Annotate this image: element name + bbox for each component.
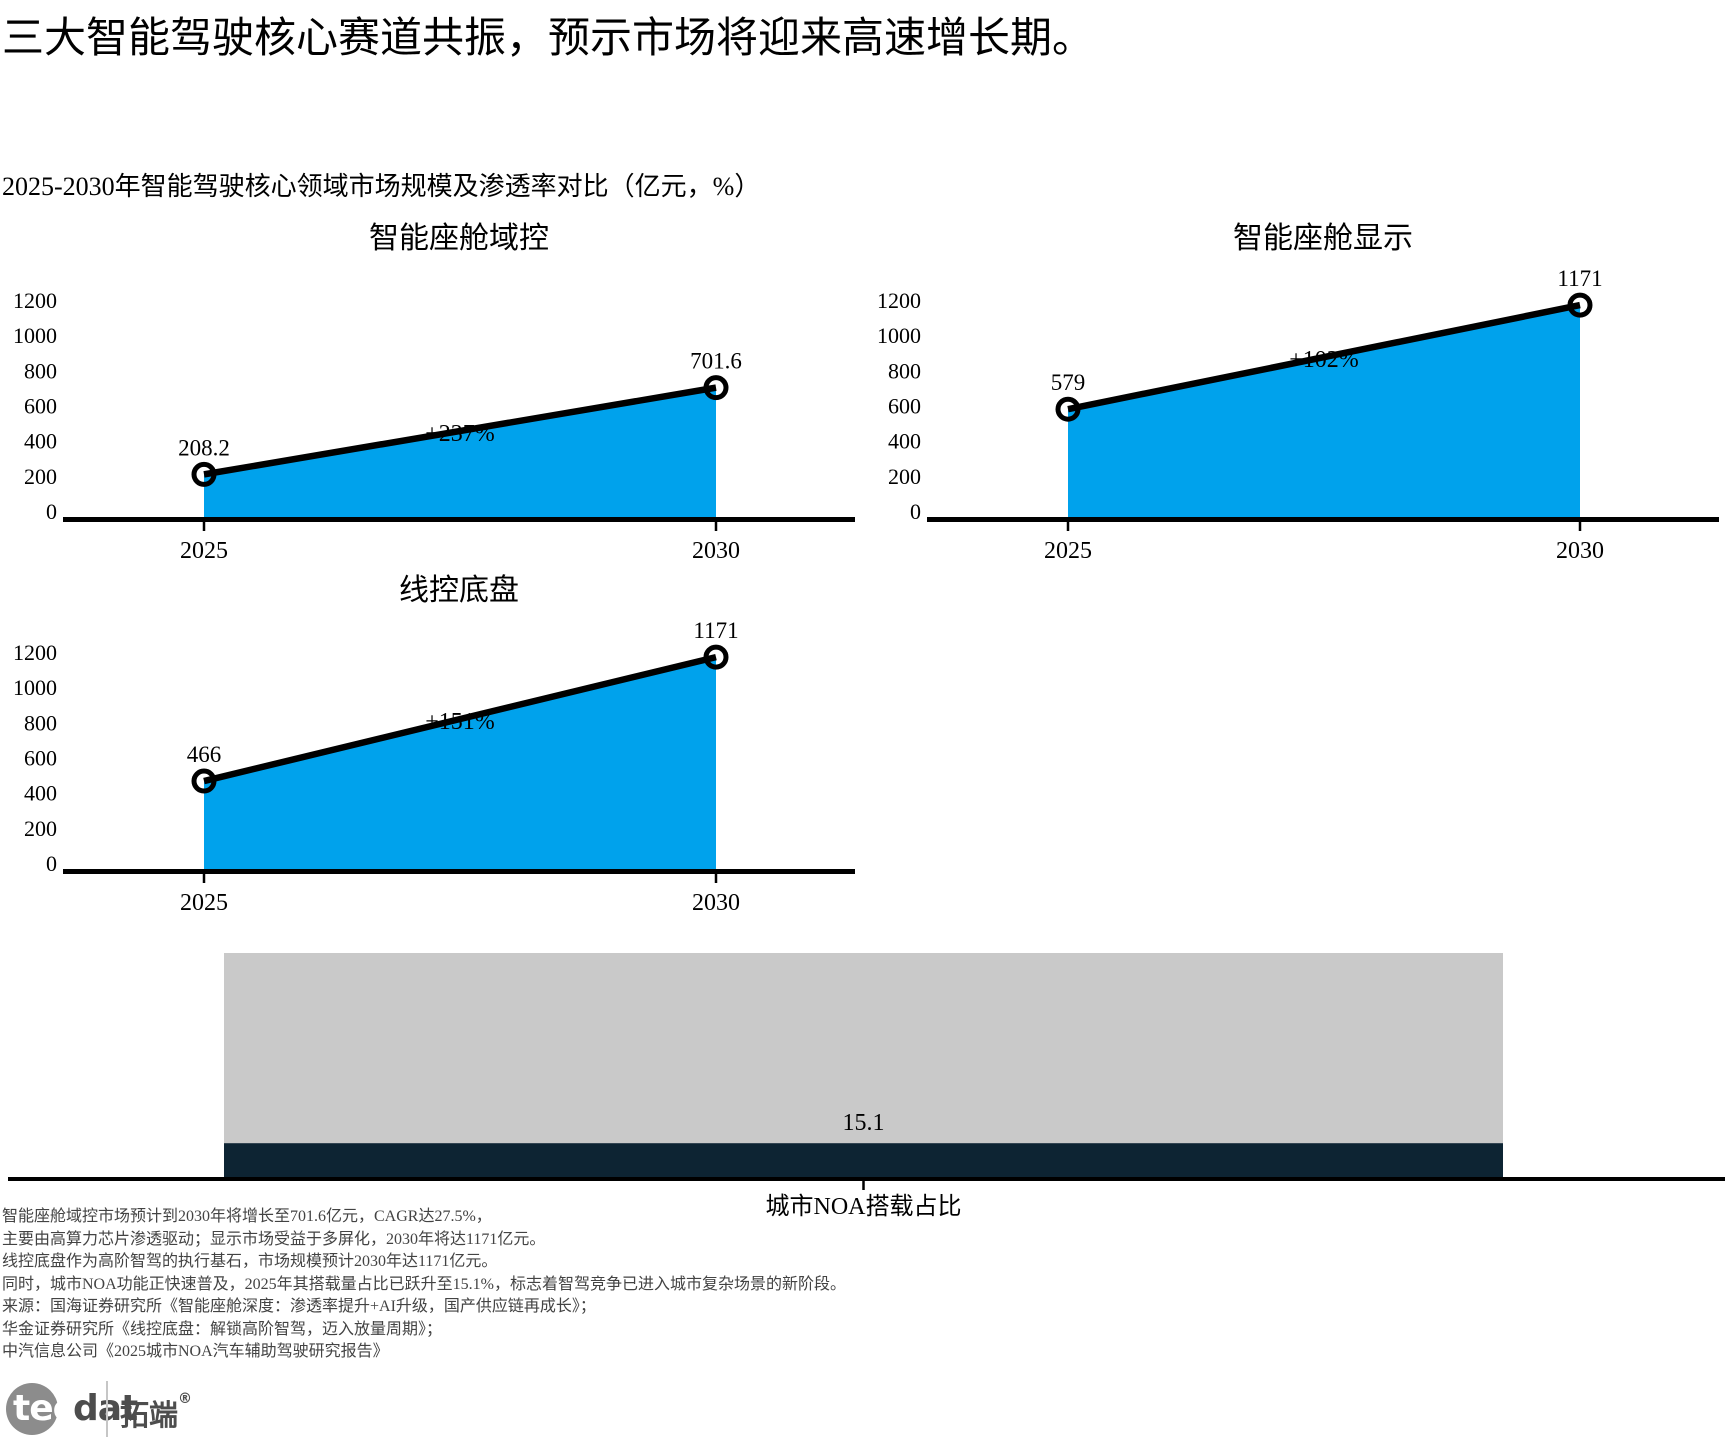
data-point-marker xyxy=(191,768,217,794)
y-tick-label: 1200 xyxy=(13,640,57,665)
y-tick-label: 600 xyxy=(24,746,57,771)
y-tick-label: 1000 xyxy=(13,675,57,700)
growth-label: +102% xyxy=(1289,347,1359,373)
x-tick-label: 2030 xyxy=(692,890,740,916)
y-tick-label: 400 xyxy=(24,781,57,806)
footnote-line: 华金证券研究所《线控底盘：解锁高阶智驾，迈入放量周期》； xyxy=(2,1320,443,1338)
x-tick-mark xyxy=(202,874,206,883)
bar-category-label: 城市NOA搭载占比 xyxy=(766,1193,962,1220)
x-tick-mark xyxy=(714,874,718,883)
logo-text-dat: dat xyxy=(73,1388,138,1429)
data-point-label: 466 xyxy=(187,742,222,767)
trend-line xyxy=(203,384,717,478)
chart-title: 线控底盘 xyxy=(399,574,519,607)
logo-name-cn: 拓端® xyxy=(120,1391,193,1432)
y-tick-label: 1200 xyxy=(877,288,921,313)
footnote-line: 同时，城市NOA功能正快速普及，2025年其搭载量占比已跃升至15.1%，标志着… xyxy=(2,1275,846,1293)
data-point-label: 208.2 xyxy=(178,435,230,460)
footnote-line: 智能座舱域控市场预计到2030年将增长至701.6亿元，CAGR达27.5%， xyxy=(2,1208,492,1225)
y-tick-label: 400 xyxy=(888,429,921,454)
bar-segment-noa xyxy=(224,1143,1503,1177)
x-tick-mark xyxy=(202,522,206,531)
y-tick-label: 1000 xyxy=(13,323,57,348)
bar-value-label: 15.1 xyxy=(843,1110,885,1136)
data-point-label: 1171 xyxy=(1557,266,1602,291)
area-chart-0: 智能座舱域控 0 200 400 600 800 1000 1200 2025 2030 208.2… xyxy=(13,222,855,564)
x-tick-label: 2025 xyxy=(180,538,228,564)
footnotes: 智能座舱域控市场预计到2030年将增长至701.6亿元，CAGR达27.5%， 主… xyxy=(2,1206,846,1364)
footnote-line: 线控底盘作为高阶智驾的执行基石，市场规模预计2030年达1171亿元。 xyxy=(2,1253,498,1270)
tecdat-logo: tecdat 拓端® xyxy=(6,1381,426,1439)
y-tick-label: 0 xyxy=(46,499,57,524)
growth-label: +237% xyxy=(425,421,495,447)
x-tick-mark xyxy=(714,522,718,531)
data-point-marker xyxy=(191,461,217,487)
area-fill xyxy=(204,657,716,872)
x-tick-label: 2025 xyxy=(1044,538,1092,564)
y-tick-label: 600 xyxy=(24,394,57,419)
chart-title: 智能座舱显示 xyxy=(1233,222,1413,255)
area-fill xyxy=(1068,305,1580,520)
y-tick-label: 200 xyxy=(24,816,57,841)
y-tick-label: 800 xyxy=(24,358,57,383)
y-tick-label: 1200 xyxy=(13,288,57,313)
logo-divider xyxy=(106,1381,108,1437)
y-tick-label: 800 xyxy=(888,358,921,383)
x-axis-spine xyxy=(927,517,1719,522)
y-tick-label: 1000 xyxy=(877,323,921,348)
data-point-marker xyxy=(1055,396,1081,422)
x-axis-spine xyxy=(63,517,855,522)
area-chart-1: 智能座舱显示 0 200 400 600 800 1000 1200 2025 2030 579 11… xyxy=(877,222,1719,564)
data-point-marker xyxy=(1567,292,1593,318)
area-chart-2: 线控底盘 0 200 400 600 800 1000 1200 2025 2030 466 1171… xyxy=(13,574,855,916)
x-axis-line xyxy=(8,1177,1725,1181)
x-axis-spine xyxy=(63,869,855,874)
y-tick-label: 200 xyxy=(888,464,921,489)
y-tick-label: 400 xyxy=(24,429,57,454)
footnote-line: 中汽信息公司《2025城市NOA汽车辅助驾驶研究报告》 xyxy=(2,1343,389,1360)
footnote-line: 主要由高算力芯片渗透驱动；显示市场受益于多屏化，2030年将达1171亿元。 xyxy=(2,1230,546,1248)
chart-group-subtitle: 2025-2030年智能驾驶核心领域市场规模及渗透率对比（亿元，%） xyxy=(2,172,761,201)
x-tick-mark xyxy=(1578,522,1582,531)
x-tick-label: 2025 xyxy=(180,890,228,916)
data-point-marker xyxy=(703,644,729,670)
page-title: 三大智能驾驶核心赛道共振，预示市场将迎来高速增长期。 xyxy=(2,16,1095,62)
trend-line xyxy=(203,653,717,785)
growth-label: +151% xyxy=(425,709,495,735)
footnote-line: 来源：国海证券研究所《智能座舱深度：渗透率提升+AI升级，国产供应链再成长》； xyxy=(2,1298,596,1315)
logo-wordmark: tecdat xyxy=(13,1388,138,1429)
x-tick-label: 2030 xyxy=(692,538,740,564)
x-tick-mark xyxy=(862,1181,865,1190)
y-tick-label: 800 xyxy=(24,710,57,735)
y-tick-label: 600 xyxy=(888,394,921,419)
y-tick-label: 0 xyxy=(46,851,57,876)
logo-circle-icon xyxy=(6,1383,58,1435)
trend-line xyxy=(1067,301,1581,413)
registered-mark: ® xyxy=(178,1391,193,1407)
x-tick-label: 2030 xyxy=(1556,538,1604,564)
data-point-label: 579 xyxy=(1051,370,1086,395)
chart-title: 智能座舱域控 xyxy=(369,222,549,255)
data-point-label: 701.6 xyxy=(690,349,742,374)
noa-bar-chart: 15.1 城市NOA搭载占比 xyxy=(8,953,1725,1220)
area-fill xyxy=(204,387,716,520)
logo-text-tec: tec xyxy=(13,1388,74,1429)
x-tick-mark xyxy=(1066,522,1070,531)
data-point-marker xyxy=(703,375,729,401)
bar-segment-remainder xyxy=(224,953,1503,1144)
y-tick-label: 200 xyxy=(24,464,57,489)
data-point-label: 1171 xyxy=(693,618,738,643)
y-tick-label: 0 xyxy=(910,499,921,524)
